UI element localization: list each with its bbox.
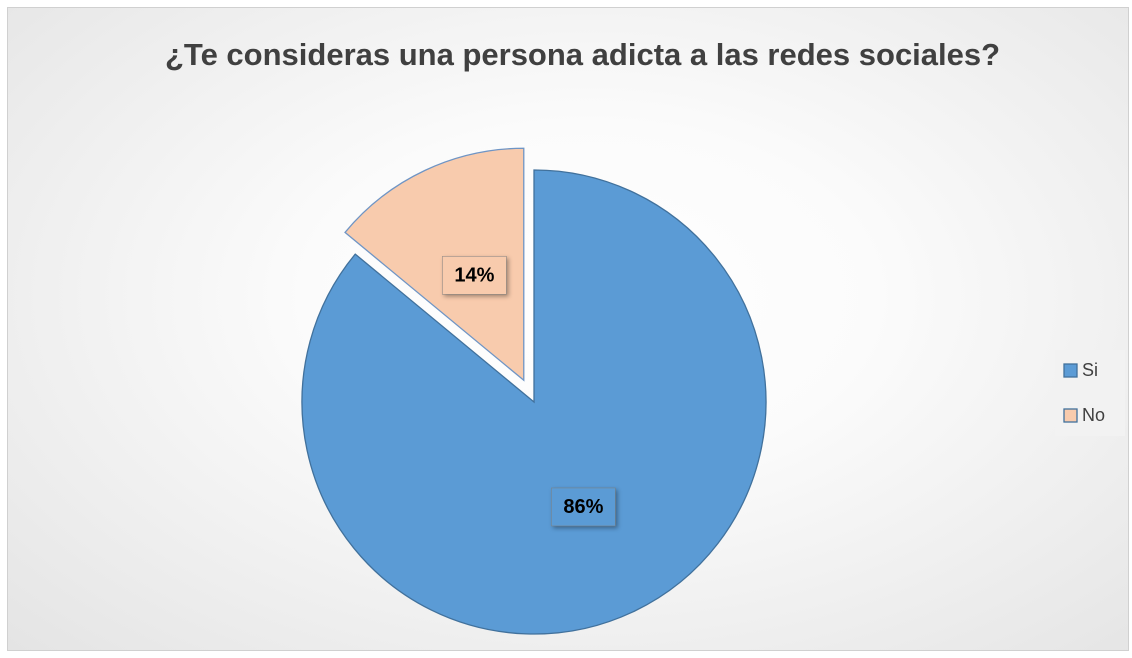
chart-title: ¿Te consideras una persona adicta a las … (165, 37, 1001, 72)
legend-swatch (1063, 363, 1078, 378)
label-box (551, 487, 616, 527)
pie-slice (344, 147, 525, 382)
data-label: 14% (454, 265, 494, 287)
legend-label: Si (1082, 360, 1098, 380)
data-label: 86% (563, 496, 603, 518)
pie-slice (301, 169, 767, 635)
label-box (442, 256, 507, 295)
legend-label: No (1082, 405, 1105, 425)
legend-swatch (1063, 408, 1078, 423)
